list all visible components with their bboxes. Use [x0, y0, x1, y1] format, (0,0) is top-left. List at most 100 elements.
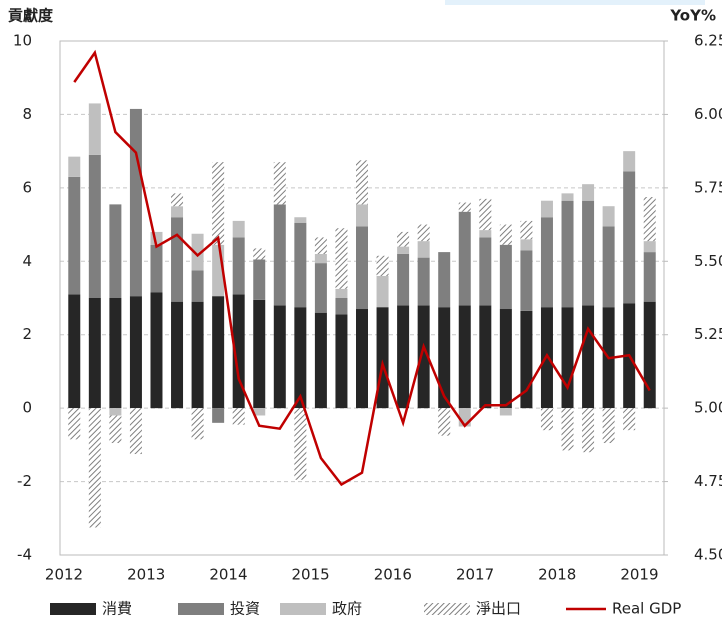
bar-segment [294, 307, 307, 409]
x-tick-label: 2014 [209, 566, 247, 584]
bar-segment [253, 408, 266, 416]
bar-segment [191, 408, 204, 440]
bar-segment [191, 233, 204, 271]
bar-segment [212, 296, 225, 409]
bar-segment [171, 206, 184, 218]
y-tick-label: 0 [22, 399, 32, 417]
legend-label: 淨出口 [476, 600, 521, 618]
bar-segment [109, 204, 122, 298]
bar-segment [458, 202, 471, 212]
bar-segment [602, 206, 615, 227]
bar-segment [232, 237, 245, 295]
y-tick-label: -2 [17, 472, 32, 490]
bar-segment [561, 307, 574, 409]
bar-segment [499, 408, 512, 416]
bar-segment [623, 171, 636, 304]
bar-segment [273, 162, 286, 205]
bar-segment [150, 244, 163, 293]
bar-segment [602, 408, 615, 444]
y2-axis-title: YoY% [669, 7, 716, 25]
bar-segment [417, 305, 430, 409]
bar-segment [479, 230, 492, 238]
bar-segment [643, 241, 656, 253]
legend-label: 投資 [230, 600, 260, 618]
bar-segment [109, 408, 122, 416]
bar-segment [232, 294, 245, 409]
bar-segment [561, 408, 574, 451]
bar-segment [314, 312, 327, 409]
legend-swatch [178, 603, 224, 615]
bar-segment [68, 176, 81, 295]
bar-segment [171, 193, 184, 207]
bar-segment [232, 220, 245, 238]
y-tick-label: 8 [22, 105, 32, 123]
y-tick-label: 6 [22, 178, 32, 196]
bar-segment [314, 253, 327, 264]
bar-segment [520, 239, 533, 251]
bar-segment [129, 108, 142, 297]
bar-segment [191, 270, 204, 302]
bar-segment [643, 301, 656, 409]
plot-frame [59, 40, 665, 556]
y-tick-label: -4 [17, 546, 32, 564]
bar-segment [212, 162, 225, 245]
bar-segment [129, 408, 142, 455]
y-tick-label: 2 [22, 325, 32, 343]
y2-tick-label: 5.75 [694, 178, 722, 196]
y-axis-title: 貢獻度 [8, 7, 54, 25]
bar-segment [335, 314, 348, 409]
bar-segment [438, 252, 451, 308]
bar-segment [68, 156, 81, 177]
bar-segment [540, 217, 553, 308]
bar-segment [212, 408, 225, 423]
bar-segment [88, 408, 101, 528]
bar-segment [314, 237, 327, 254]
y-tick-label: 10 [13, 32, 32, 50]
bar-segment [397, 231, 410, 247]
bar-segment [520, 250, 533, 311]
legend-swatch [50, 603, 96, 615]
bar-segment [376, 275, 389, 308]
bar-segment [499, 244, 512, 310]
x-tick-label: 2019 [620, 566, 658, 584]
bar-segment [623, 151, 636, 172]
bar-segment [397, 246, 410, 254]
bar-segment [417, 241, 430, 258]
bar-segment [561, 193, 574, 201]
x-tick-label: 2016 [374, 566, 412, 584]
bar-segment [253, 299, 266, 409]
bar-segment [458, 305, 471, 409]
bar-segment [335, 288, 348, 298]
bar-segment [479, 198, 492, 231]
bar-segment [643, 252, 656, 302]
bar-segment [438, 307, 451, 409]
legend-label: 消費 [102, 600, 132, 618]
bar-segment [623, 408, 636, 431]
bar-segment [582, 200, 595, 306]
bar-segment [643, 197, 656, 242]
bar-segment [253, 248, 266, 260]
y2-tick-label: 5.00 [694, 399, 722, 417]
bar-segment [397, 305, 410, 409]
bar-segment [68, 408, 81, 440]
bar-segment [417, 257, 430, 306]
bar-segment [499, 224, 512, 245]
bar-segment [171, 301, 184, 409]
bar-segment [520, 220, 533, 240]
bar-segment [109, 415, 122, 444]
x-tick-label: 2015 [292, 566, 330, 584]
bar-segment [88, 103, 101, 155]
y-tick-label: 4 [22, 252, 32, 270]
bar-segment [376, 255, 389, 276]
bar-segment [602, 226, 615, 308]
gdp-line [73, 49, 651, 487]
bar-segment [273, 305, 286, 409]
bar-segment [582, 305, 595, 409]
x-tick-label: 2012 [45, 566, 83, 584]
y2-tick-label: 4.75 [694, 472, 722, 490]
bar-segment [540, 408, 553, 431]
bar-segment [582, 408, 595, 453]
legend-swatch [424, 603, 470, 615]
bar-segment [294, 222, 307, 308]
